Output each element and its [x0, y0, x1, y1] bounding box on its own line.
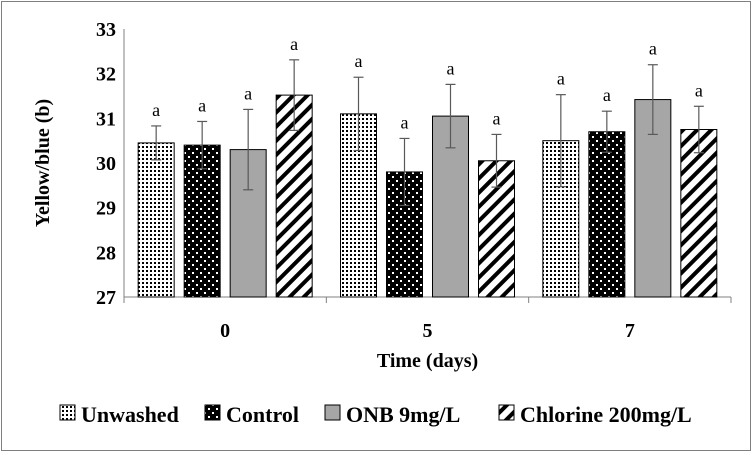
significance-label: a: [695, 80, 703, 100]
legend: Unwashed Control ONB 9mg/L Chlorine 200mg/L: [59, 402, 692, 427]
significance-label: a: [244, 83, 252, 103]
significance-label: a: [290, 34, 298, 54]
y-tick-label: 32: [96, 64, 116, 86]
y-tick-label: 27: [96, 287, 116, 309]
bar: [588, 131, 626, 298]
legend-swatch: [324, 404, 341, 421]
x-tick-label: 7: [625, 320, 635, 342]
bar: [137, 142, 175, 298]
legend-swatch: [498, 404, 515, 421]
x-tick-marks: [123, 297, 732, 303]
significance-label: a: [493, 108, 501, 128]
legend-label: Chlorine 200mg/L: [520, 402, 692, 427]
legend-label: Control: [226, 402, 299, 427]
x-tick-labels: 0 5 7: [220, 320, 635, 342]
legend-label: ONB 9mg/L: [346, 402, 460, 427]
significance-label: a: [401, 112, 409, 132]
significance-label: a: [557, 69, 565, 89]
legend-swatch: [59, 404, 76, 421]
significance-label: a: [447, 58, 455, 78]
bar-chart: 27 28 29 30 31 32 33 Yellow/blue (b) 0 5 7 Time …: [32, 19, 732, 427]
y-tick-label: 29: [96, 198, 116, 220]
y-tick-label: 28: [96, 242, 116, 264]
y-axis-title: Yellow/blue (b): [32, 99, 54, 227]
bar-series: a a a a a a a a a a a a: [137, 34, 718, 298]
y-tick-label: 30: [96, 153, 116, 175]
bar: [183, 144, 221, 298]
x-tick-label: 5: [423, 320, 433, 342]
x-axis: 0 5 7 Time (days): [123, 296, 732, 372]
significance-label: a: [198, 95, 206, 115]
significance-label: a: [355, 51, 363, 71]
y-tick-label: 33: [96, 19, 116, 41]
y-axis: 27 28 29 30 31 32 33 Yellow/blue (b): [32, 19, 125, 309]
significance-label: a: [603, 85, 611, 105]
significance-label: a: [152, 100, 160, 120]
x-axis-title: Time (days): [377, 350, 478, 372]
bar: [680, 129, 718, 298]
legend-label: Unwashed: [81, 402, 179, 427]
significance-label: a: [649, 39, 657, 59]
legend-swatch: [204, 404, 221, 421]
x-tick-label: 0: [220, 320, 230, 342]
y-tick-label: 31: [96, 108, 116, 130]
y-tick-labels: 27 28 29 30 31 32 33: [96, 19, 116, 309]
